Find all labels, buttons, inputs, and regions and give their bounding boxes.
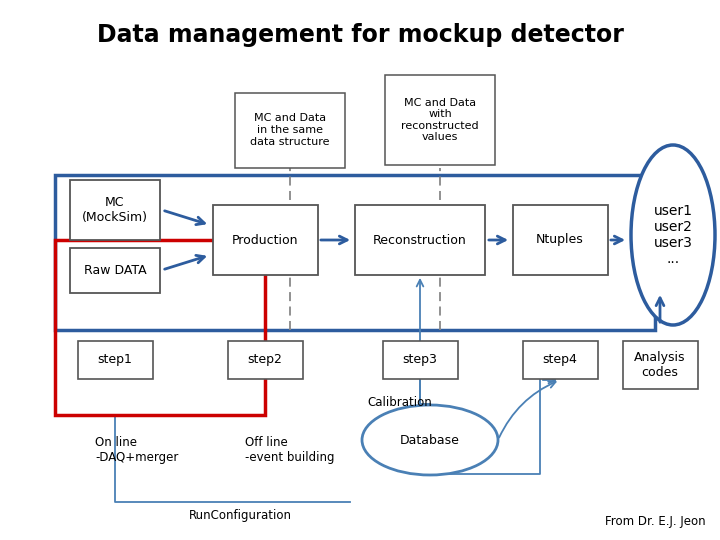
Bar	[228, 341, 302, 379]
Text: Database: Database	[400, 434, 460, 447]
Bar	[55, 175, 655, 330]
Bar	[355, 205, 485, 275]
Text: step1: step1	[98, 354, 132, 367]
Bar	[382, 341, 457, 379]
Text: Calibration: Calibration	[368, 396, 433, 409]
Text: RunConfiguration: RunConfiguration	[189, 510, 292, 523]
Text: Reconstruction: Reconstruction	[373, 233, 467, 246]
Ellipse shape	[362, 405, 498, 475]
Text: Data management for mockup detector: Data management for mockup detector	[96, 23, 624, 47]
Text: Ntuples: Ntuples	[536, 233, 584, 246]
Text: step4: step4	[543, 354, 577, 367]
Text: MC and Data
in the same
data structure: MC and Data in the same data structure	[251, 113, 330, 146]
Text: Off line
-event building: Off line -event building	[245, 436, 335, 464]
Text: Analysis
codes: Analysis codes	[634, 351, 685, 379]
Bar	[235, 92, 345, 167]
Text: step2: step2	[248, 354, 282, 367]
Bar	[78, 341, 153, 379]
Text: From Dr. E.J. Jeon: From Dr. E.J. Jeon	[605, 516, 706, 529]
Bar	[212, 205, 318, 275]
Bar	[55, 240, 265, 415]
Text: MC and Data
with
reconstructed
values: MC and Data with reconstructed values	[401, 98, 479, 143]
Text: Production: Production	[232, 233, 298, 246]
Bar	[385, 75, 495, 165]
Bar	[70, 247, 160, 293]
Bar	[70, 180, 160, 240]
Bar	[523, 341, 598, 379]
Text: step3: step3	[402, 354, 438, 367]
Bar	[623, 341, 698, 389]
Ellipse shape	[631, 145, 715, 325]
Text: Raw DATA: Raw DATA	[84, 264, 146, 276]
Text: On line
-DAQ+merger: On line -DAQ+merger	[95, 436, 179, 464]
Bar	[513, 205, 608, 275]
Text: user1
user2
user3
...: user1 user2 user3 ...	[654, 204, 693, 266]
Text: MC
(MockSim): MC (MockSim)	[82, 196, 148, 224]
